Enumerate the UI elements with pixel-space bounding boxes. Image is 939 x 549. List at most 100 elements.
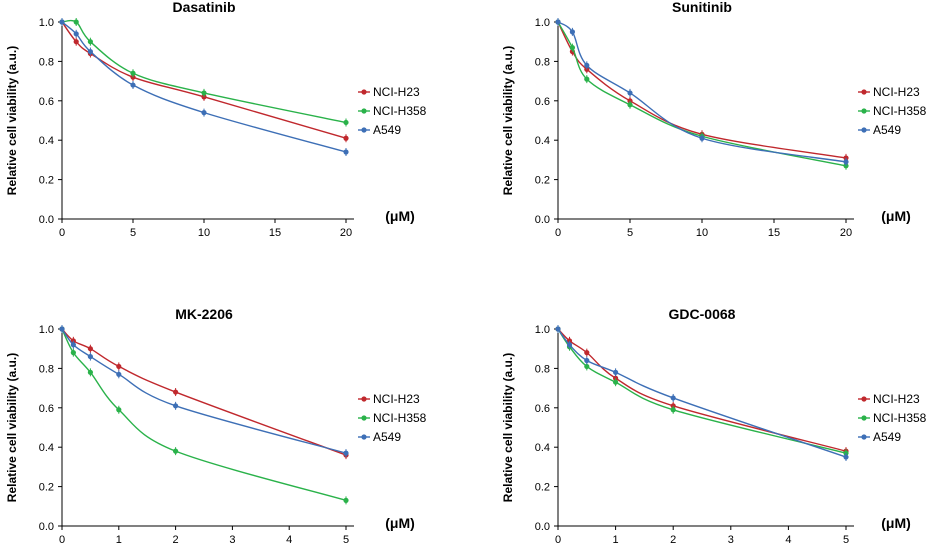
data-point <box>73 39 79 45</box>
data-point <box>699 135 705 141</box>
y-tick-label: 0.4 <box>39 442 54 454</box>
y-tick-label: 0.6 <box>535 96 550 108</box>
y-tick-label: 0.2 <box>39 175 54 187</box>
chart-panel: GDC-0068 0.0 0.2 0.4 0.6 0.8 1.0 0 1 2 3 4 5 Relative… <box>501 306 927 546</box>
x-tick-label: 5 <box>130 227 136 239</box>
legend-marker <box>861 127 867 133</box>
data-point <box>569 45 576 51</box>
x-tick-label: 10 <box>198 227 210 239</box>
data-point <box>670 395 676 401</box>
data-point <box>627 102 633 108</box>
data-point <box>555 19 561 25</box>
data-point <box>73 31 79 37</box>
legend-marker <box>861 108 867 114</box>
x-tick-label: 10 <box>696 227 708 239</box>
data-point <box>87 346 93 352</box>
data-point <box>173 403 179 409</box>
data-point <box>59 326 65 332</box>
data-point <box>73 19 79 25</box>
legend-marker <box>861 434 867 440</box>
y-tick-label: 0.8 <box>535 363 550 375</box>
data-point <box>173 448 179 454</box>
data-point <box>173 389 179 395</box>
data-point <box>613 369 619 375</box>
x-tick-label: 4 <box>286 534 292 546</box>
legend-label: A549 <box>373 430 401 444</box>
x-tick-label: 0 <box>555 534 561 546</box>
legend-label: NCI-H358 <box>873 411 927 425</box>
x-tick-label: 3 <box>229 534 235 546</box>
chart-title: Dasatinib <box>172 0 235 15</box>
y-tick-label: 1.0 <box>39 17 54 29</box>
data-point <box>627 90 633 96</box>
data-point <box>87 48 93 55</box>
data-point <box>584 363 590 370</box>
x-axis-unit: (μM) <box>881 208 911 224</box>
chart-title: Sunitinib <box>672 0 732 15</box>
series-line <box>61 328 347 454</box>
data-point <box>87 353 93 360</box>
y-tick-label: 0.2 <box>535 482 550 494</box>
legend-label: NCI-H23 <box>873 85 920 99</box>
series-line <box>557 328 847 458</box>
legend-label: A549 <box>373 123 401 137</box>
legend-marker <box>361 89 367 95</box>
legend-label: NCI-H23 <box>373 392 420 406</box>
x-axis-unit: (μM) <box>881 515 911 531</box>
data-point <box>130 70 136 76</box>
legend-marker <box>861 396 867 402</box>
y-tick-label: 0.0 <box>39 214 54 226</box>
legend-label: NCI-H23 <box>373 85 420 99</box>
y-tick-label: 0.4 <box>535 442 550 454</box>
y-tick-label: 1.0 <box>535 324 550 336</box>
y-tick-label: 0.8 <box>535 56 550 68</box>
x-tick-label: 20 <box>340 227 352 239</box>
chart-panel: Sunitinib 0.0 0.2 0.4 0.6 0.8 1.0 0 5 10 15 20 Relat… <box>501 0 927 239</box>
y-tick-label: 0.6 <box>39 96 54 108</box>
x-tick-label: 3 <box>728 534 734 546</box>
data-point <box>201 110 207 116</box>
data-point <box>566 342 573 348</box>
x-tick-label: 1 <box>116 534 122 546</box>
data-point <box>584 62 590 68</box>
x-tick-label: 2 <box>670 534 676 546</box>
data-point <box>116 363 122 370</box>
data-point <box>87 369 93 375</box>
y-tick-label: 0.4 <box>39 135 54 147</box>
x-tick-label: 5 <box>343 534 349 546</box>
data-point <box>70 342 76 348</box>
y-tick-label: 0.8 <box>39 56 54 68</box>
data-point <box>343 119 349 126</box>
legend-marker <box>361 396 367 402</box>
legend-marker <box>361 434 367 440</box>
y-tick-label: 0.6 <box>39 403 54 415</box>
y-tick-label: 1.0 <box>535 17 550 29</box>
legend-marker <box>361 127 367 133</box>
data-point <box>555 326 561 332</box>
y-tick-label: 0.0 <box>535 214 550 226</box>
data-point <box>343 149 349 155</box>
series-line <box>61 19 347 124</box>
y-tick-label: 0.6 <box>535 403 550 415</box>
y-tick-label: 0.8 <box>39 363 54 375</box>
y-tick-label: 0.2 <box>39 482 54 494</box>
data-point <box>116 371 122 377</box>
chart-panel: Dasatinib 0.0 0.2 0.4 0.6 0.8 1.0 0 5 10 15 20 Relat… <box>5 0 427 239</box>
x-tick-label: 20 <box>840 227 852 239</box>
x-tick-label: 5 <box>843 534 849 546</box>
x-axis-unit: (μM) <box>385 208 415 224</box>
chart-title: MK-2206 <box>175 306 233 322</box>
series-line <box>557 21 847 167</box>
chart-panel: MK-2206 0.0 0.2 0.4 0.6 0.8 1.0 0 1 2 3 4 5 Relative … <box>5 306 427 546</box>
x-tick-label: 4 <box>785 534 791 546</box>
x-tick-label: 0 <box>59 227 65 239</box>
data-point <box>584 76 590 82</box>
data-point <box>87 39 93 45</box>
y-axis-label: Relative cell viability (a.u.) <box>5 46 19 195</box>
x-tick-label: 0 <box>59 534 65 546</box>
data-point <box>343 450 349 456</box>
legend-label: A549 <box>873 430 901 444</box>
data-point <box>843 454 849 460</box>
x-tick-label: 2 <box>173 534 179 546</box>
data-point <box>130 82 136 88</box>
